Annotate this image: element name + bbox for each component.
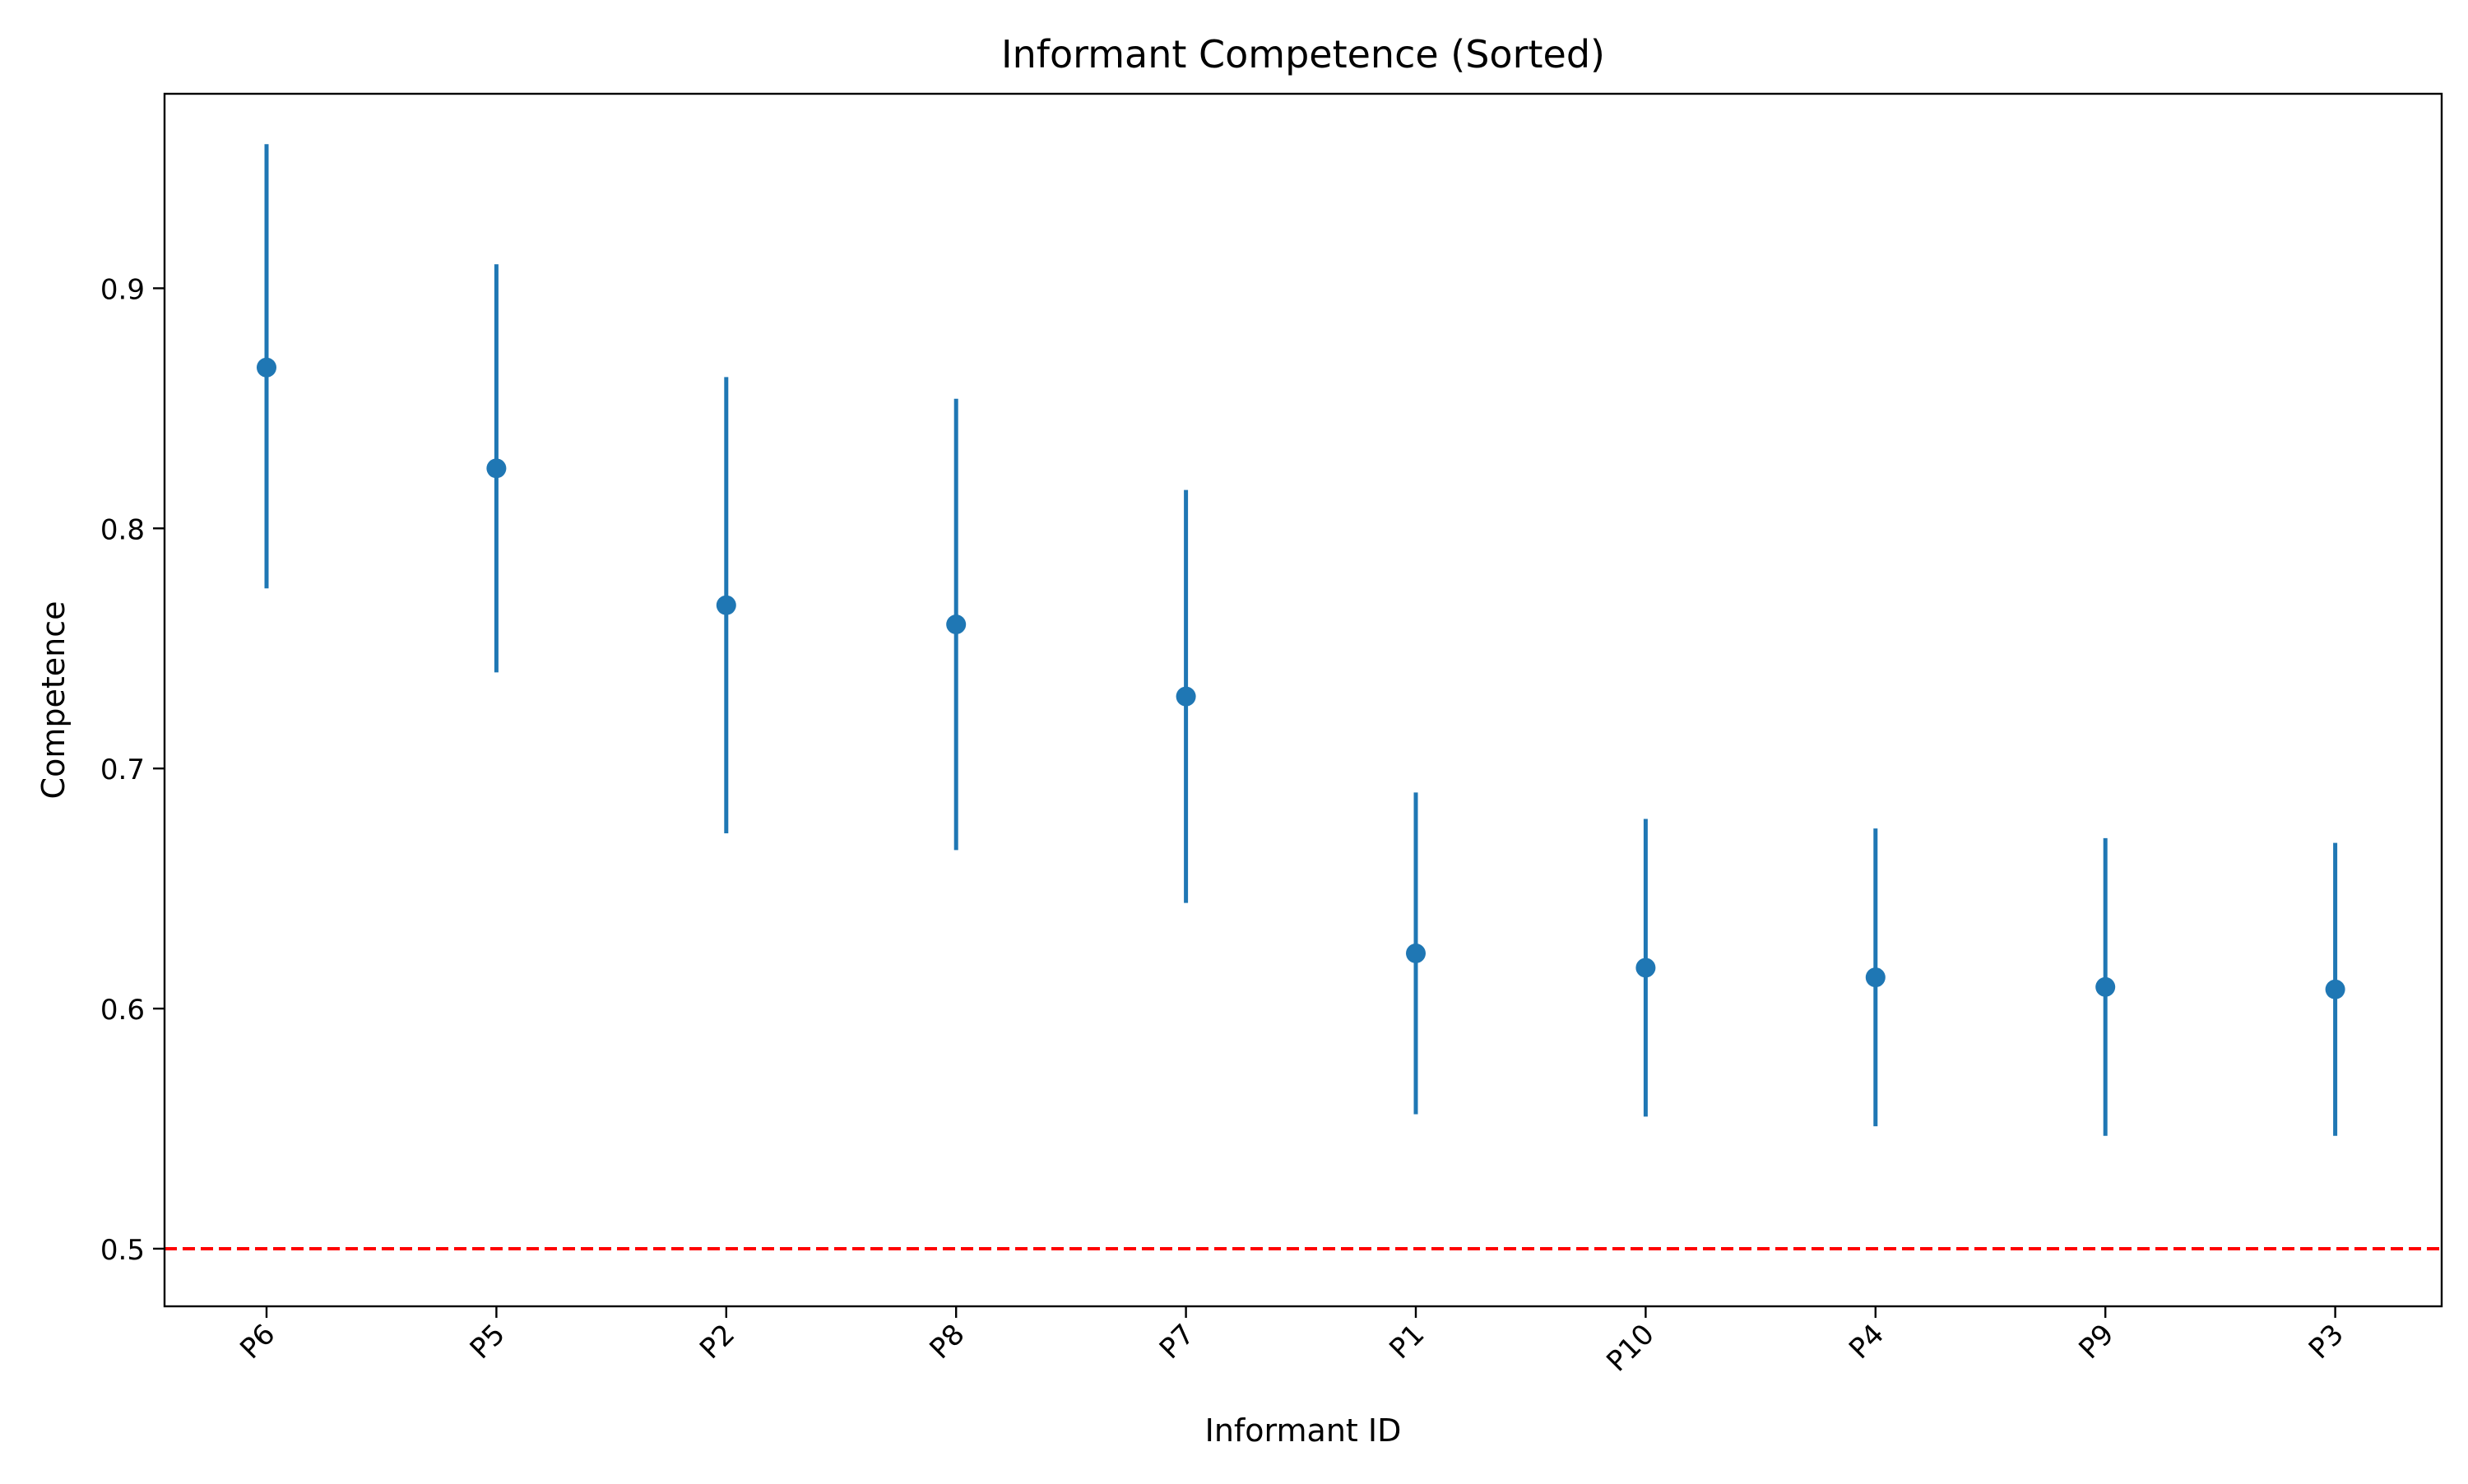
data-point-p6 (257, 357, 276, 378)
plot-area-frame (163, 92, 2443, 1308)
point-layer (257, 357, 2345, 999)
data-point-p5 (486, 458, 507, 479)
y-axis-label: Competence (35, 601, 72, 800)
y-tick-label: 0.7 (100, 754, 145, 786)
x-axis-label: Informant ID (1205, 1412, 1402, 1449)
y-axis-ticks: 0.5 0.6 0.7 0.8 0.9 (100, 273, 165, 1267)
data-point-p1 (1406, 943, 1426, 963)
data-point-p10 (1635, 958, 1656, 978)
y-tick-label: 0.5 (100, 1234, 145, 1267)
y-tick-label: 0.8 (100, 513, 145, 546)
y-tick-label: 0.6 (100, 994, 145, 1027)
chart-title: Informant Competence (Sorted) (1001, 32, 1605, 77)
data-point-p3 (2325, 979, 2345, 999)
y-tick-label: 0.9 (100, 273, 145, 306)
data-point-p2 (716, 595, 736, 615)
data-point-p9 (2095, 976, 2116, 997)
data-point-p8 (946, 614, 967, 635)
data-point-p4 (1865, 967, 1886, 988)
data-point-p7 (1176, 686, 1196, 707)
